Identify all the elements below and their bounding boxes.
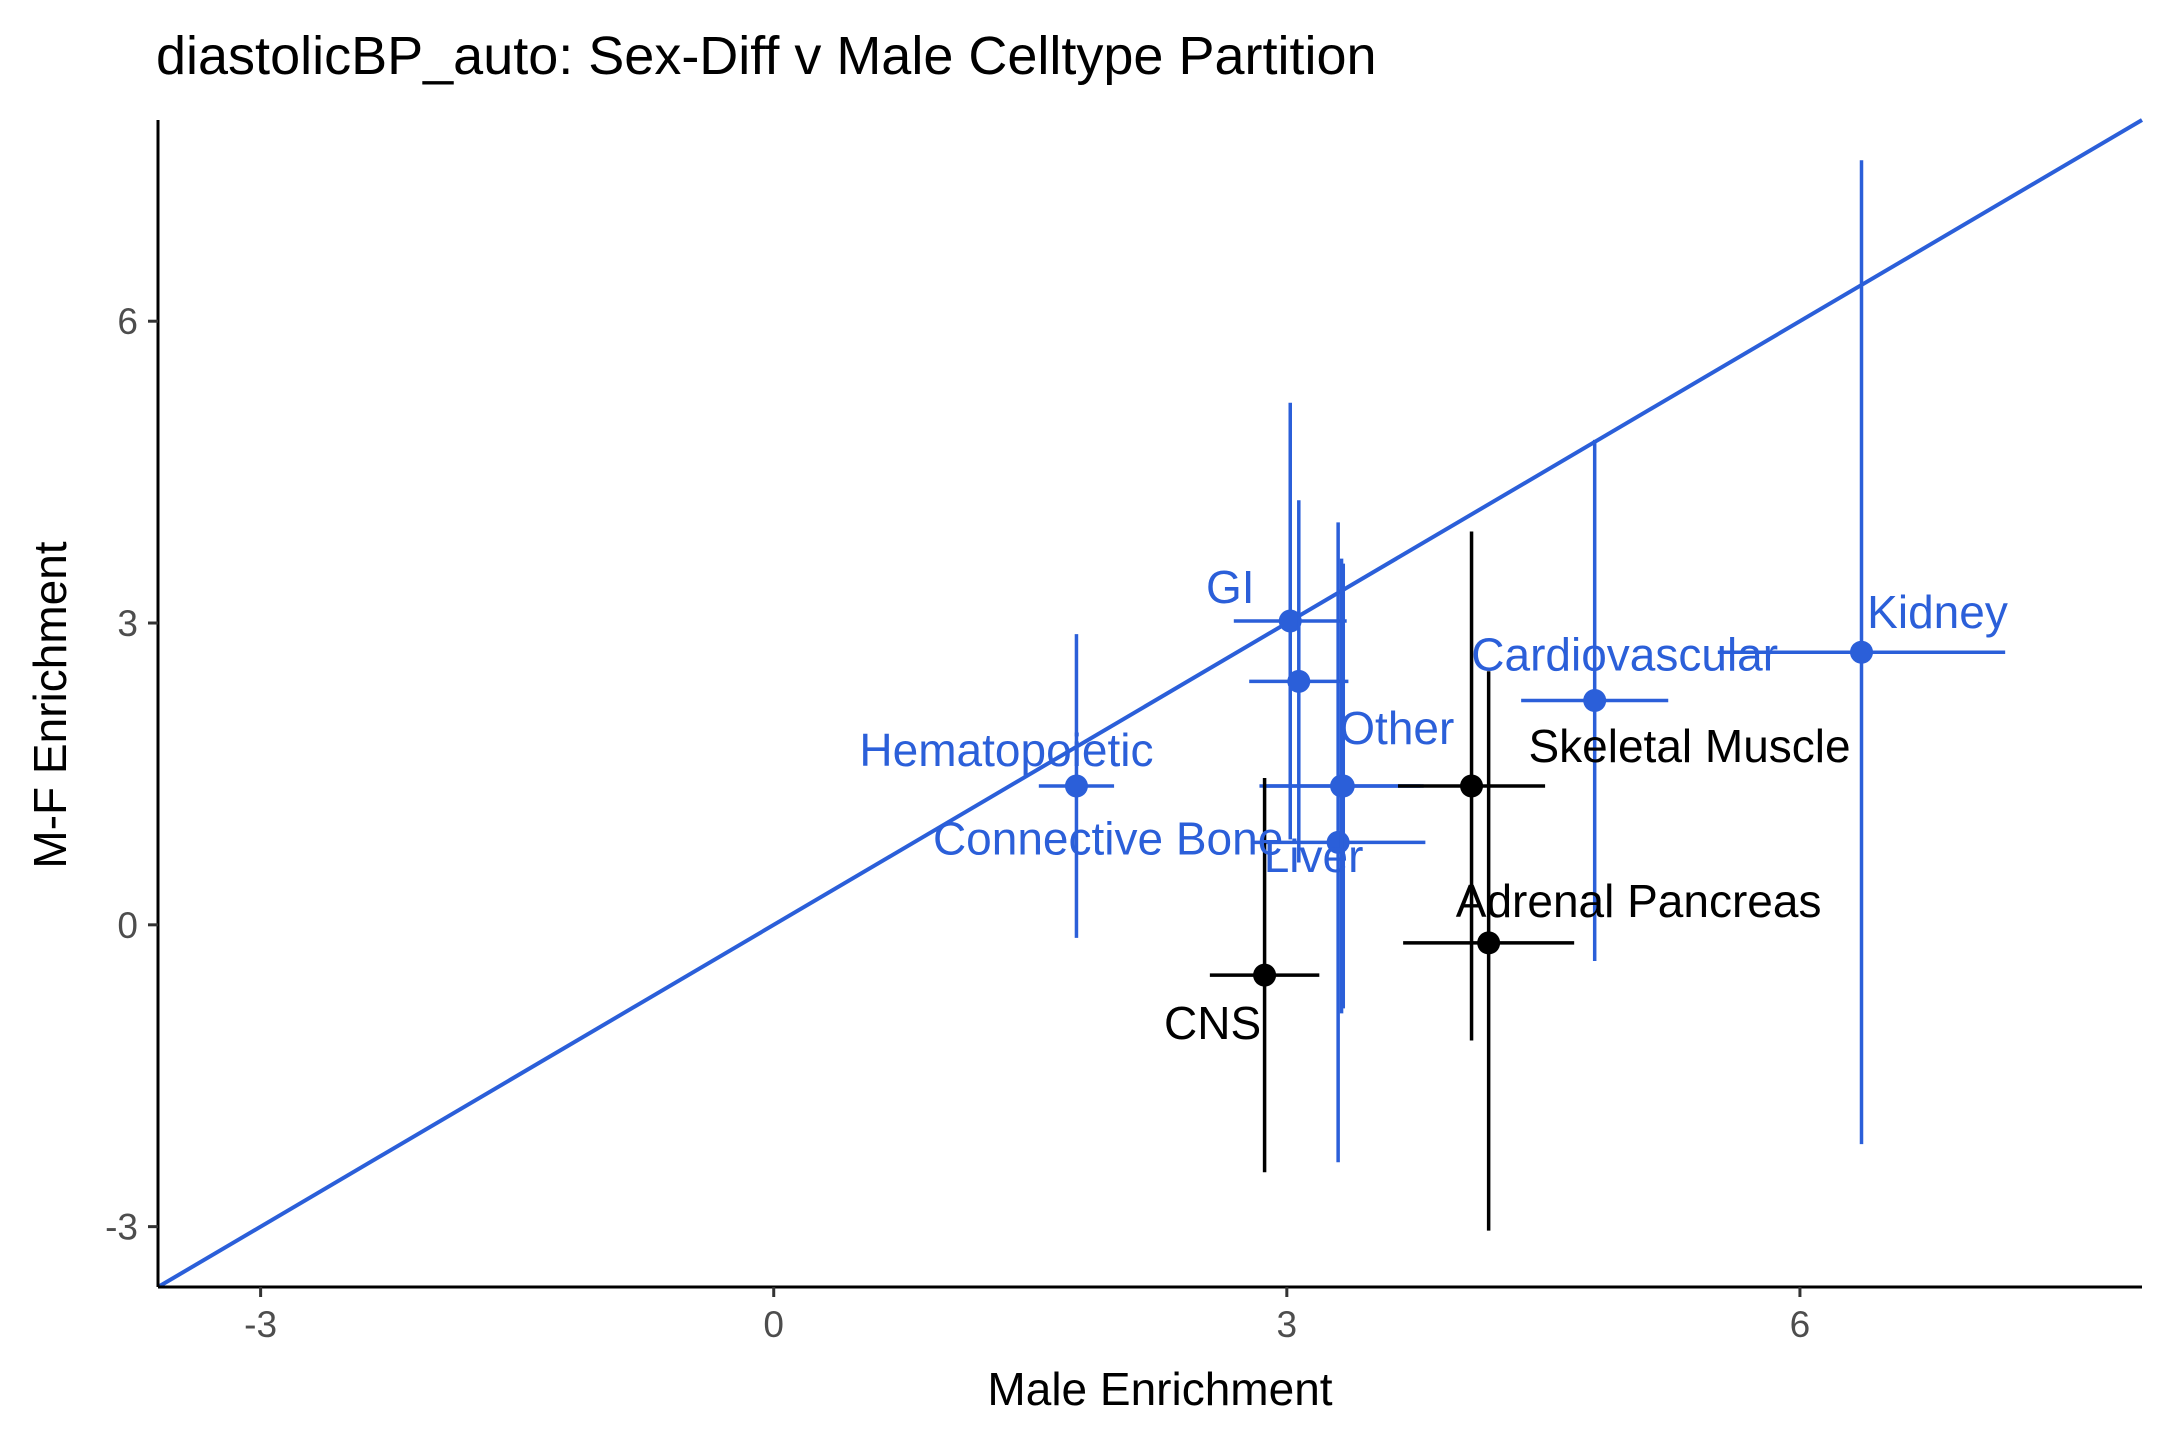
- chart-title: diastolicBP_auto: Sex-Diff v Male Cellty…: [156, 26, 1377, 86]
- point-label: Liver: [1264, 830, 1364, 882]
- point-label: Hematopoietic: [859, 724, 1153, 776]
- data-point-group: [1209, 777, 1320, 1173]
- x-tick-label: 3: [1277, 1304, 1298, 1345]
- x-tick-label: 6: [1790, 1304, 1811, 1345]
- data-point-group: [1038, 634, 1115, 938]
- y-tick-label: 0: [117, 905, 138, 946]
- data-point: [1326, 830, 1350, 854]
- x-tick-label: -3: [244, 1304, 277, 1345]
- point-label: Adrenal Pancreas: [1456, 875, 1822, 927]
- point-label: Kidney: [1867, 586, 2008, 638]
- data-point-group: [1717, 160, 2006, 1145]
- data-point: [1850, 640, 1874, 664]
- point-label: Skeletal Muscle: [1528, 720, 1850, 772]
- data-point-group: [1403, 671, 1575, 1231]
- data-point: [1460, 774, 1484, 798]
- y-tick-label: -3: [105, 1207, 138, 1248]
- x-axis-title: Male Enrichment: [987, 1363, 1332, 1415]
- y-tick-label: 6: [117, 301, 138, 342]
- reference-line: [156, 118, 2144, 1289]
- y-axis-title: M-F Enrichment: [24, 541, 76, 868]
- x-tick-label: 0: [763, 1304, 784, 1345]
- data-point-group: [1521, 439, 1669, 962]
- point-label: CNS: [1164, 997, 1261, 1049]
- data-point: [1583, 688, 1607, 712]
- data-point-group: [1249, 500, 1349, 863]
- data-point-group: [1250, 522, 1426, 1163]
- x-axis: -3 0 3 6: [158, 1285, 2142, 1345]
- y-axis: -3 0 3 6: [105, 120, 160, 1287]
- plot-area: Hematopoietic GI Other Connective BoneLiver…: [156, 118, 2144, 1289]
- point-label: Connective Bone: [933, 812, 1283, 864]
- data-point: [1477, 931, 1501, 955]
- point-label: Cardiovascular: [1471, 628, 1778, 680]
- data-point-group: [1259, 558, 1424, 1014]
- point-label: GI: [1206, 561, 1255, 613]
- data-point: [1253, 963, 1277, 987]
- y-tick-label: 3: [117, 603, 138, 644]
- data-point-group: [1233, 402, 1347, 840]
- data-point: [1330, 774, 1354, 798]
- data-point-group: [1398, 531, 1546, 1041]
- point-label: Other: [1339, 702, 1454, 754]
- data-point: [1287, 669, 1311, 693]
- data-point: [1064, 774, 1088, 798]
- data-point: [1278, 609, 1302, 633]
